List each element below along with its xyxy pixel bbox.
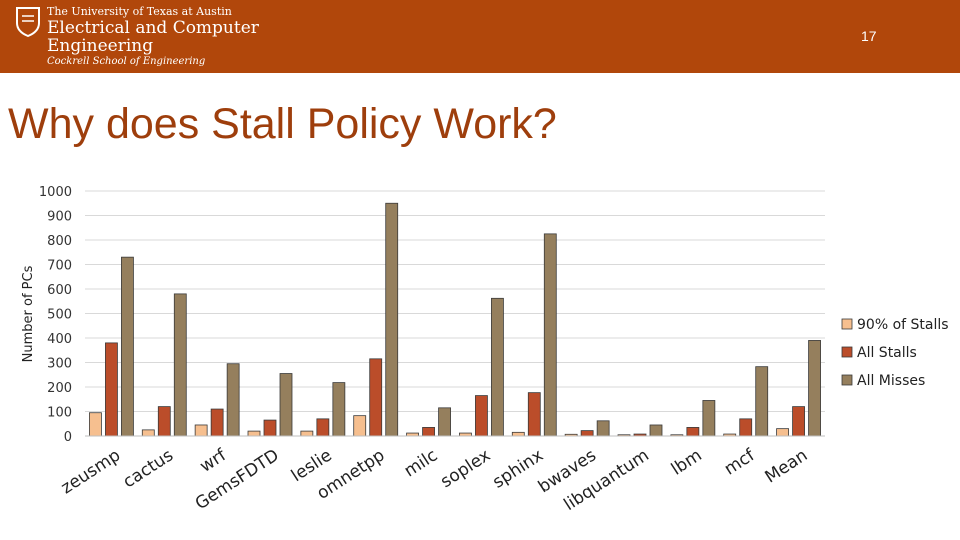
y-tick-label: 600: [47, 283, 72, 298]
bar-cactus-2: [173, 293, 187, 437]
x-tick-label: mcf: [721, 445, 759, 480]
slide-title: Why does Stall Policy Work?: [8, 100, 557, 148]
bar-sphinx-2: [543, 233, 557, 437]
bar-wrf-2: [226, 363, 240, 437]
y-tick-labels: 0 100 200 300 400 500 600 700 800 900 1000: [39, 185, 72, 445]
y-tick-label: 900: [47, 210, 72, 225]
legend-swatch: [841, 346, 853, 358]
bar-Mean-1: [792, 406, 805, 437]
bar-cactus-1: [157, 406, 171, 437]
x-tick-label: soplex: [437, 445, 494, 492]
bar-wrf-0: [194, 424, 208, 437]
legend-label: All Misses: [857, 373, 925, 389]
bar-zeusmp-0: [89, 412, 102, 437]
university-seal-icon: [16, 7, 40, 37]
y-axis-label: Number of PCs: [21, 265, 36, 362]
y-tick-label: 1000: [39, 185, 72, 200]
bar-zeusmp-2: [121, 256, 134, 437]
bar-omnetpp-2: [385, 202, 399, 437]
y-tick-label: 200: [47, 381, 72, 396]
y-tick-label: 500: [47, 308, 72, 323]
university-name: The University of Texas at Austin: [47, 5, 232, 18]
bar-Mean-0: [776, 428, 789, 437]
bar-bwaves-2: [596, 420, 610, 437]
school-name: Cockrell School of Engineering: [47, 56, 206, 67]
bar-zeusmp-1: [105, 342, 118, 437]
bar-omnetpp-1: [369, 358, 383, 437]
y-tick-label: 300: [47, 357, 72, 372]
bar-leslie-2: [332, 382, 346, 437]
bar-milc-1: [422, 427, 435, 437]
y-tick-label: 0: [64, 430, 72, 445]
bar-libquantum-2: [649, 424, 663, 437]
department-name-line2: Engineering: [47, 36, 154, 56]
x-tick-label: milc: [401, 445, 442, 481]
slide-number: 17: [861, 28, 877, 44]
legend-label: All Stalls: [857, 345, 917, 361]
bar-GemsFDTD-1: [263, 419, 277, 437]
bar-soplex-1: [475, 395, 488, 437]
y-tick-label: 100: [47, 406, 72, 421]
x-tick-label: lbm: [668, 445, 706, 479]
bar-Mean-2: [808, 340, 821, 437]
bar-mcf-2: [755, 366, 769, 437]
bar-chart: Number of PCs 0 100 200 300 400 500 600 700 800 9…: [21, 185, 949, 515]
department-name-line1: Electrical and Computer: [47, 18, 259, 38]
bar-leslie-1: [316, 418, 330, 437]
bar-lbm-1: [686, 427, 700, 437]
bar-bwaves-1: [580, 430, 594, 437]
bar-GemsFDTD-2: [279, 373, 293, 437]
bar-cactus-0: [141, 429, 155, 437]
header-banner: The University of Texas at Austin Electr…: [0, 0, 960, 73]
bar-sphinx-1: [527, 392, 541, 437]
bar-sphinx-0: [511, 431, 525, 437]
legend-swatch: [841, 318, 853, 330]
x-tick-label: cactus: [120, 445, 177, 492]
gridlines: [85, 190, 825, 412]
y-tick-label: 800: [47, 234, 72, 249]
bar-soplex-2: [491, 297, 504, 437]
bar-lbm-2: [702, 400, 716, 437]
bar-leslie-0: [300, 430, 314, 437]
bar-wrf-1: [210, 408, 224, 437]
bar-GemsFDTD-0: [247, 430, 261, 437]
x-tick-label: wrf: [196, 445, 230, 477]
x-tick-label: Mean: [762, 445, 812, 487]
legend-label: 90% of Stalls: [857, 317, 949, 333]
bar-milc-2: [438, 407, 451, 437]
bar-mcf-1: [739, 418, 753, 437]
bars: [89, 202, 821, 437]
legend: 90% of Stalls All Stalls All Misses: [841, 317, 949, 389]
bar-omnetpp-0: [353, 415, 367, 437]
y-tick-label: 700: [47, 259, 72, 274]
y-tick-label: 400: [47, 332, 72, 347]
legend-swatch: [841, 374, 853, 386]
x-tick-label: zeusmp: [58, 445, 125, 498]
